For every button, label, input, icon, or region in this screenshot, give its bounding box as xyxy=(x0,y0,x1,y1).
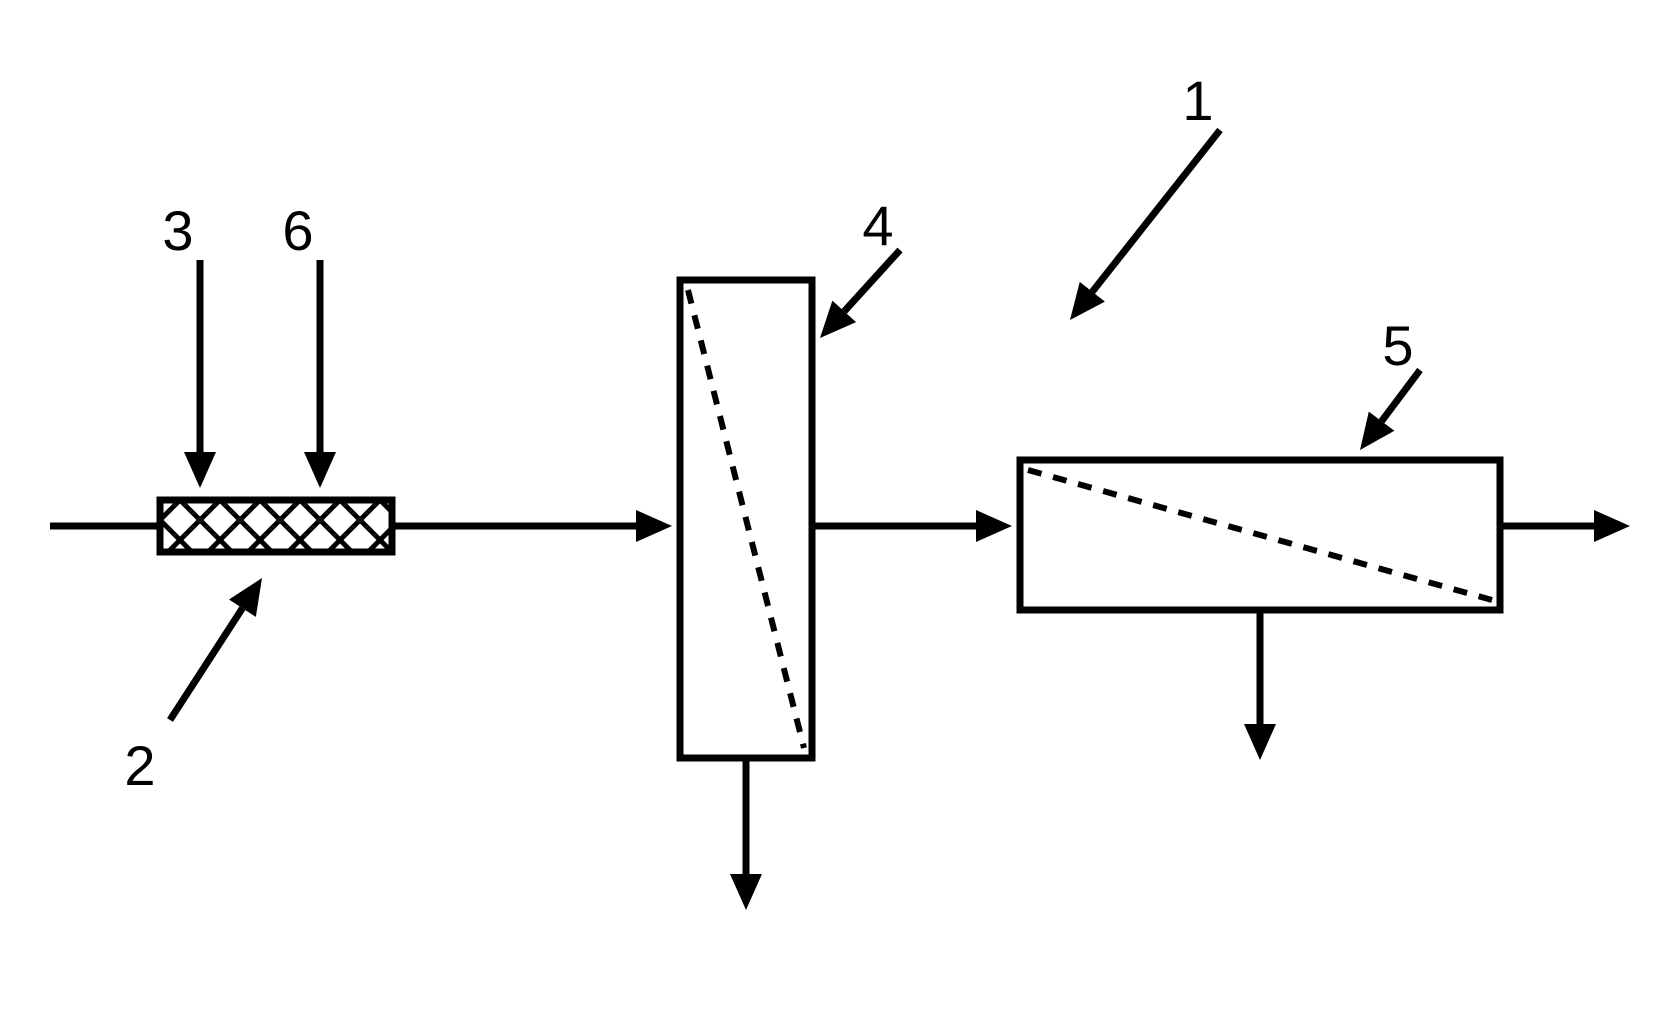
arrow-callout_6 xyxy=(304,260,336,488)
arrow-callout_2 xyxy=(170,578,262,720)
label-five: 5 xyxy=(1382,314,1413,377)
arrow-horiz_out_bottom xyxy=(1244,610,1276,760)
arrow-vert_out_bottom xyxy=(730,758,762,910)
label-two: 2 xyxy=(124,734,155,797)
label-six: 6 xyxy=(282,199,313,262)
horizontal-box xyxy=(1020,460,1500,610)
hatched-box xyxy=(160,500,392,552)
label-four: 4 xyxy=(862,194,893,257)
arrow-callout_1 xyxy=(1070,130,1220,320)
label-three: 3 xyxy=(162,199,193,262)
arrow-callout_3 xyxy=(184,260,216,488)
arrow-hatched_to_vert xyxy=(392,510,672,542)
arrow-callout_4 xyxy=(820,250,900,338)
vertical-box xyxy=(680,280,812,758)
label-one: 1 xyxy=(1182,69,1213,132)
arrow-callout_5 xyxy=(1360,370,1420,450)
arrow-horiz_out_right xyxy=(1500,510,1630,542)
arrow-vert_to_horiz xyxy=(812,510,1012,542)
